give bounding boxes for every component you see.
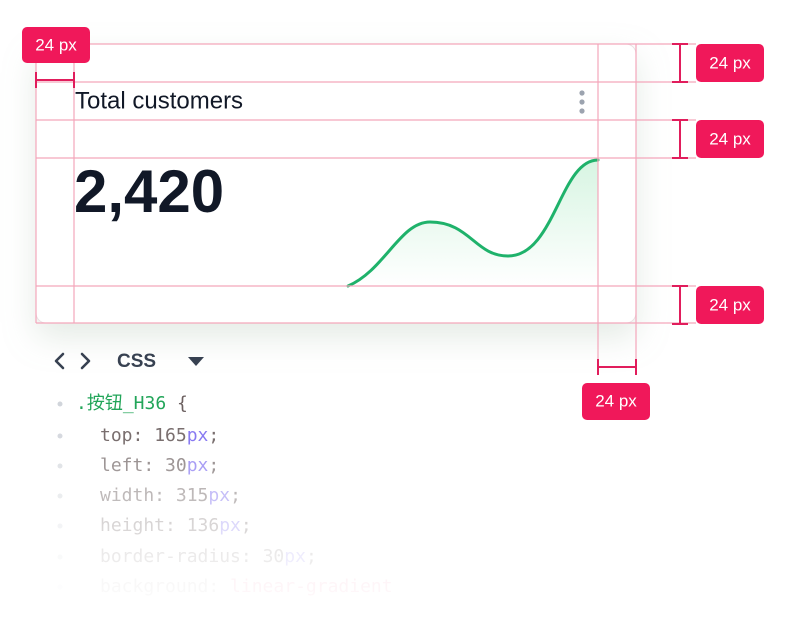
badge-text: 24 px <box>709 129 751 148</box>
code-fade <box>40 440 540 622</box>
badge-text: 24 px <box>35 35 77 54</box>
badges: 24 px 24 px 24 px 24 px 24 px <box>22 27 764 420</box>
badge-text: 24 px <box>595 391 637 410</box>
sparkline-area <box>348 160 598 286</box>
badge-text: 24 px <box>709 53 751 72</box>
code-token: { <box>166 393 188 414</box>
code-line: .按钮_H36 { <box>76 393 188 414</box>
card-title: Total customers <box>75 87 243 114</box>
card-value: 2,420 <box>74 158 224 225</box>
code-token: .按钮_H36 <box>76 393 166 414</box>
line-bullet <box>57 401 63 407</box>
code-token: ; <box>208 425 219 446</box>
sparkline <box>346 158 600 288</box>
dimension-markers <box>35 43 688 375</box>
badge-text: 24 px <box>709 295 751 314</box>
line-bullet <box>57 433 63 439</box>
code-icon[interactable] <box>54 352 91 370</box>
language-label: CSS <box>117 351 156 372</box>
language-dropdown[interactable] <box>188 357 204 366</box>
more-menu[interactable] <box>579 90 585 114</box>
guides <box>35 43 696 360</box>
